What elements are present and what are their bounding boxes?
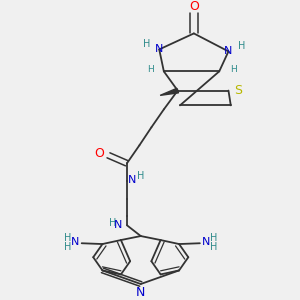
Text: H: H [210, 242, 218, 252]
Polygon shape [160, 88, 178, 95]
Text: H: H [137, 171, 145, 181]
Text: N: N [202, 237, 211, 247]
Text: H: H [142, 39, 150, 49]
Text: O: O [94, 147, 104, 160]
Text: N: N [224, 46, 232, 56]
Text: N: N [155, 44, 164, 54]
Text: H: H [64, 242, 71, 252]
Text: S: S [235, 84, 243, 97]
Text: O: O [189, 0, 199, 13]
Text: N: N [136, 286, 146, 298]
Text: H: H [210, 233, 218, 243]
Text: H: H [64, 233, 71, 243]
Text: H: H [147, 65, 153, 74]
Text: N: N [128, 176, 136, 185]
Text: H: H [238, 41, 245, 51]
Text: H: H [230, 65, 236, 74]
Text: N: N [71, 237, 80, 247]
Text: H: H [110, 218, 117, 228]
Text: N: N [114, 220, 122, 230]
